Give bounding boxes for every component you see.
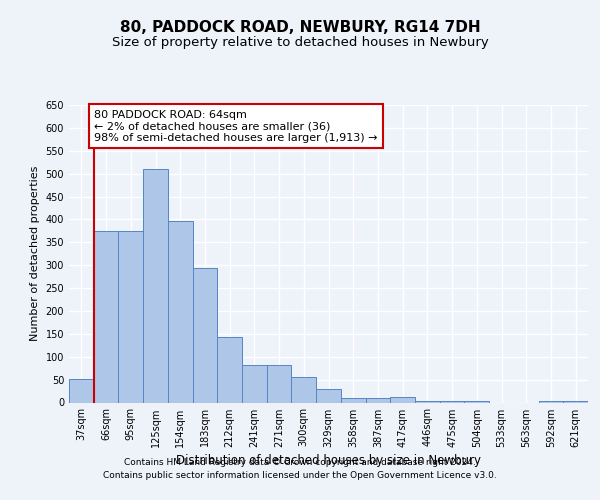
X-axis label: Distribution of detached houses by size in Newbury: Distribution of detached houses by size … xyxy=(176,454,481,466)
Bar xyxy=(341,398,365,402)
Bar xyxy=(464,400,489,402)
Text: 80, PADDOCK ROAD, NEWBURY, RG14 7DH: 80, PADDOCK ROAD, NEWBURY, RG14 7DH xyxy=(119,20,481,35)
Bar xyxy=(390,397,415,402)
Bar xyxy=(168,221,193,402)
Bar xyxy=(217,337,242,402)
Bar xyxy=(267,365,292,403)
Bar xyxy=(193,268,217,402)
Text: Contains public sector information licensed under the Open Government Licence v3: Contains public sector information licen… xyxy=(103,472,497,480)
Bar xyxy=(118,231,143,402)
Bar xyxy=(563,400,588,402)
Bar xyxy=(292,378,316,402)
Bar xyxy=(539,400,563,402)
Text: Size of property relative to detached houses in Newbury: Size of property relative to detached ho… xyxy=(112,36,488,49)
Text: 80 PADDOCK ROAD: 64sqm
← 2% of detached houses are smaller (36)
98% of semi-deta: 80 PADDOCK ROAD: 64sqm ← 2% of detached … xyxy=(94,110,378,143)
Bar xyxy=(365,398,390,402)
Text: Contains HM Land Registry data © Crown copyright and database right 2024.: Contains HM Land Registry data © Crown c… xyxy=(124,458,476,467)
Bar xyxy=(143,169,168,402)
Bar xyxy=(415,400,440,402)
Y-axis label: Number of detached properties: Number of detached properties xyxy=(30,166,40,342)
Bar xyxy=(94,231,118,402)
Bar xyxy=(440,400,464,402)
Bar xyxy=(69,378,94,402)
Bar xyxy=(316,389,341,402)
Bar xyxy=(242,365,267,403)
